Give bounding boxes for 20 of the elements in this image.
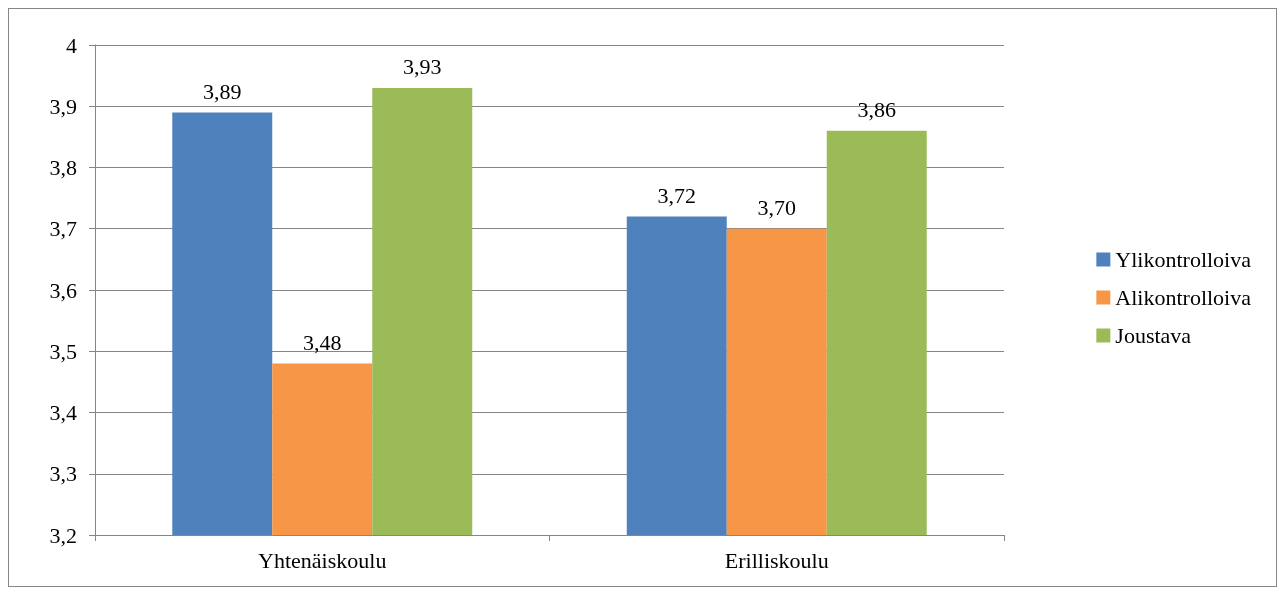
- y-tick-label: 3,2: [49, 522, 77, 548]
- legend-label: Alikontrolloiva: [1115, 285, 1252, 310]
- data-label: 3,86: [857, 97, 896, 123]
- x-tick-label: Yhtenäiskoulu: [258, 547, 387, 573]
- data-label: 3,93: [402, 54, 442, 80]
- data-label: 3,72: [657, 183, 697, 208]
- data-label: 3,89: [203, 78, 242, 104]
- y-tick-label: 3,6: [49, 277, 77, 303]
- y-tick-label: 3,3: [49, 461, 77, 487]
- y-tick-label: 3,5: [49, 338, 77, 364]
- data-label: 3,70: [757, 195, 796, 221]
- y-tick-label: 3,4: [49, 400, 77, 425]
- data-label: 3,48: [303, 330, 342, 355]
- x-tick-label: Erilliskoulu: [724, 547, 829, 573]
- legend-label: Joustava: [1115, 323, 1192, 348]
- y-tick-label: 4: [66, 32, 77, 58]
- legend-label: Ylikontrolloiva: [1115, 247, 1252, 272]
- y-tick-label: 3,7: [49, 216, 77, 242]
- y-tick-label: 3,8: [49, 155, 77, 180]
- y-tick-label: 3,9: [49, 93, 77, 119]
